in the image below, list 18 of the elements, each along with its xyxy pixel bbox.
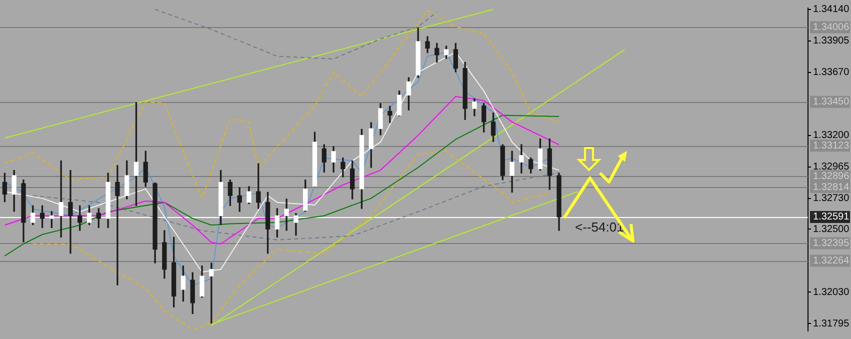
y-tick-label: 1.33200: [813, 130, 850, 142]
ref-line-label: 1.32814: [813, 182, 850, 193]
ref-line-label: 1.32896: [813, 170, 850, 182]
y-tick-label: 1.32730: [813, 193, 850, 204]
y-tick-label: 1.33905: [813, 36, 850, 47]
ref-line-label: 1.32591: [813, 212, 850, 223]
y-tick-label: 1.32965: [813, 162, 850, 173]
ref-line-label: 1.33450: [813, 96, 850, 108]
ref-line-label: 1.32395: [813, 238, 850, 249]
ref-line-label: 1.34006: [813, 22, 850, 34]
ref-line-label: 1.32264: [813, 256, 850, 267]
y-tick-label: 1.32500: [813, 224, 850, 235]
ref-line-label: 1.33123: [813, 140, 850, 152]
annotation: <--54:01: [575, 220, 624, 235]
y-tick-label: 1.32030: [813, 286, 850, 298]
y-tick-label: 1.31795: [813, 318, 850, 330]
y-tick-label: 1.34140: [813, 4, 850, 16]
y-tick-label: 1.33670: [813, 67, 850, 78]
